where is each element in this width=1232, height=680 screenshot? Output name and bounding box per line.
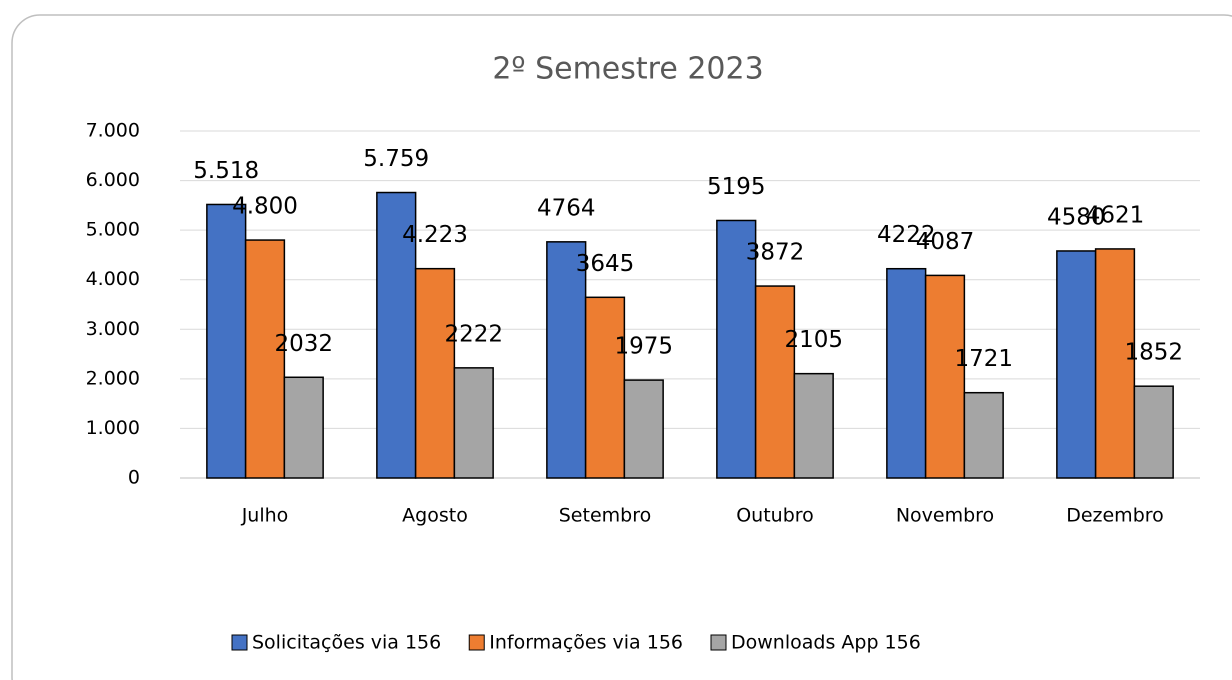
data-label: 1852: [1124, 340, 1183, 366]
bar: [206, 203, 247, 479]
y-tick-label: 7.000: [86, 120, 140, 142]
x-tick-label: Outubro: [736, 505, 814, 527]
bar: [924, 274, 966, 479]
data-label: 4621: [1086, 202, 1145, 228]
data-label: 4087: [916, 229, 975, 255]
y-tick-label: 6.000: [86, 169, 140, 191]
x-tick-label: Julho: [241, 505, 289, 527]
y-tick-label: 2.000: [86, 367, 140, 389]
bar: [546, 241, 587, 479]
legend-label: Solicitações via 156: [252, 632, 441, 654]
bar: [1133, 385, 1174, 479]
data-label: 2032: [274, 331, 333, 357]
bar: [414, 267, 456, 479]
data-label: 3872: [746, 240, 805, 266]
bar: [1056, 250, 1097, 479]
y-tick-label: 3.000: [86, 318, 140, 340]
x-tick-label: Dezembro: [1066, 505, 1164, 527]
data-label: 2222: [444, 321, 503, 347]
legend-label: Informações via 156: [489, 632, 683, 654]
data-label: 4222: [877, 222, 936, 248]
data-label: 4.800: [232, 194, 298, 220]
bar: [453, 367, 494, 479]
bar: [283, 376, 324, 479]
bar: [584, 296, 626, 479]
legend-swatch: [468, 634, 485, 651]
y-tick-label: 1.000: [86, 417, 140, 439]
data-label: 5.518: [193, 158, 259, 184]
bar: [886, 267, 927, 479]
data-label: 1721: [954, 346, 1013, 372]
bar: [793, 372, 834, 479]
legend-label: Downloads App 156: [731, 632, 921, 654]
data-label: 4764: [537, 195, 596, 221]
y-tick-label: 5.000: [86, 219, 140, 241]
bar: [963, 391, 1004, 479]
y-tick-label: 0: [128, 467, 140, 489]
data-label: 4580: [1047, 204, 1106, 230]
x-tick-label: Setembro: [559, 505, 651, 527]
legend-swatch: [710, 634, 727, 651]
data-label: 5195: [707, 174, 766, 200]
legend-swatch: [231, 634, 248, 651]
x-tick-label: Agosto: [402, 505, 468, 527]
data-label: 4.223: [402, 222, 468, 248]
bar: [244, 239, 286, 479]
data-label: 5.759: [363, 146, 429, 172]
bar: [623, 379, 664, 479]
x-tick-label: Novembro: [896, 505, 994, 527]
y-tick-label: 4.000: [86, 268, 140, 290]
chart-title: 2º Semestre 2023: [492, 52, 763, 87]
bar: [1094, 248, 1136, 479]
data-label: 3645: [576, 251, 635, 277]
data-label: 1975: [614, 334, 673, 360]
data-label: 2105: [784, 327, 843, 353]
bar: [754, 285, 796, 479]
